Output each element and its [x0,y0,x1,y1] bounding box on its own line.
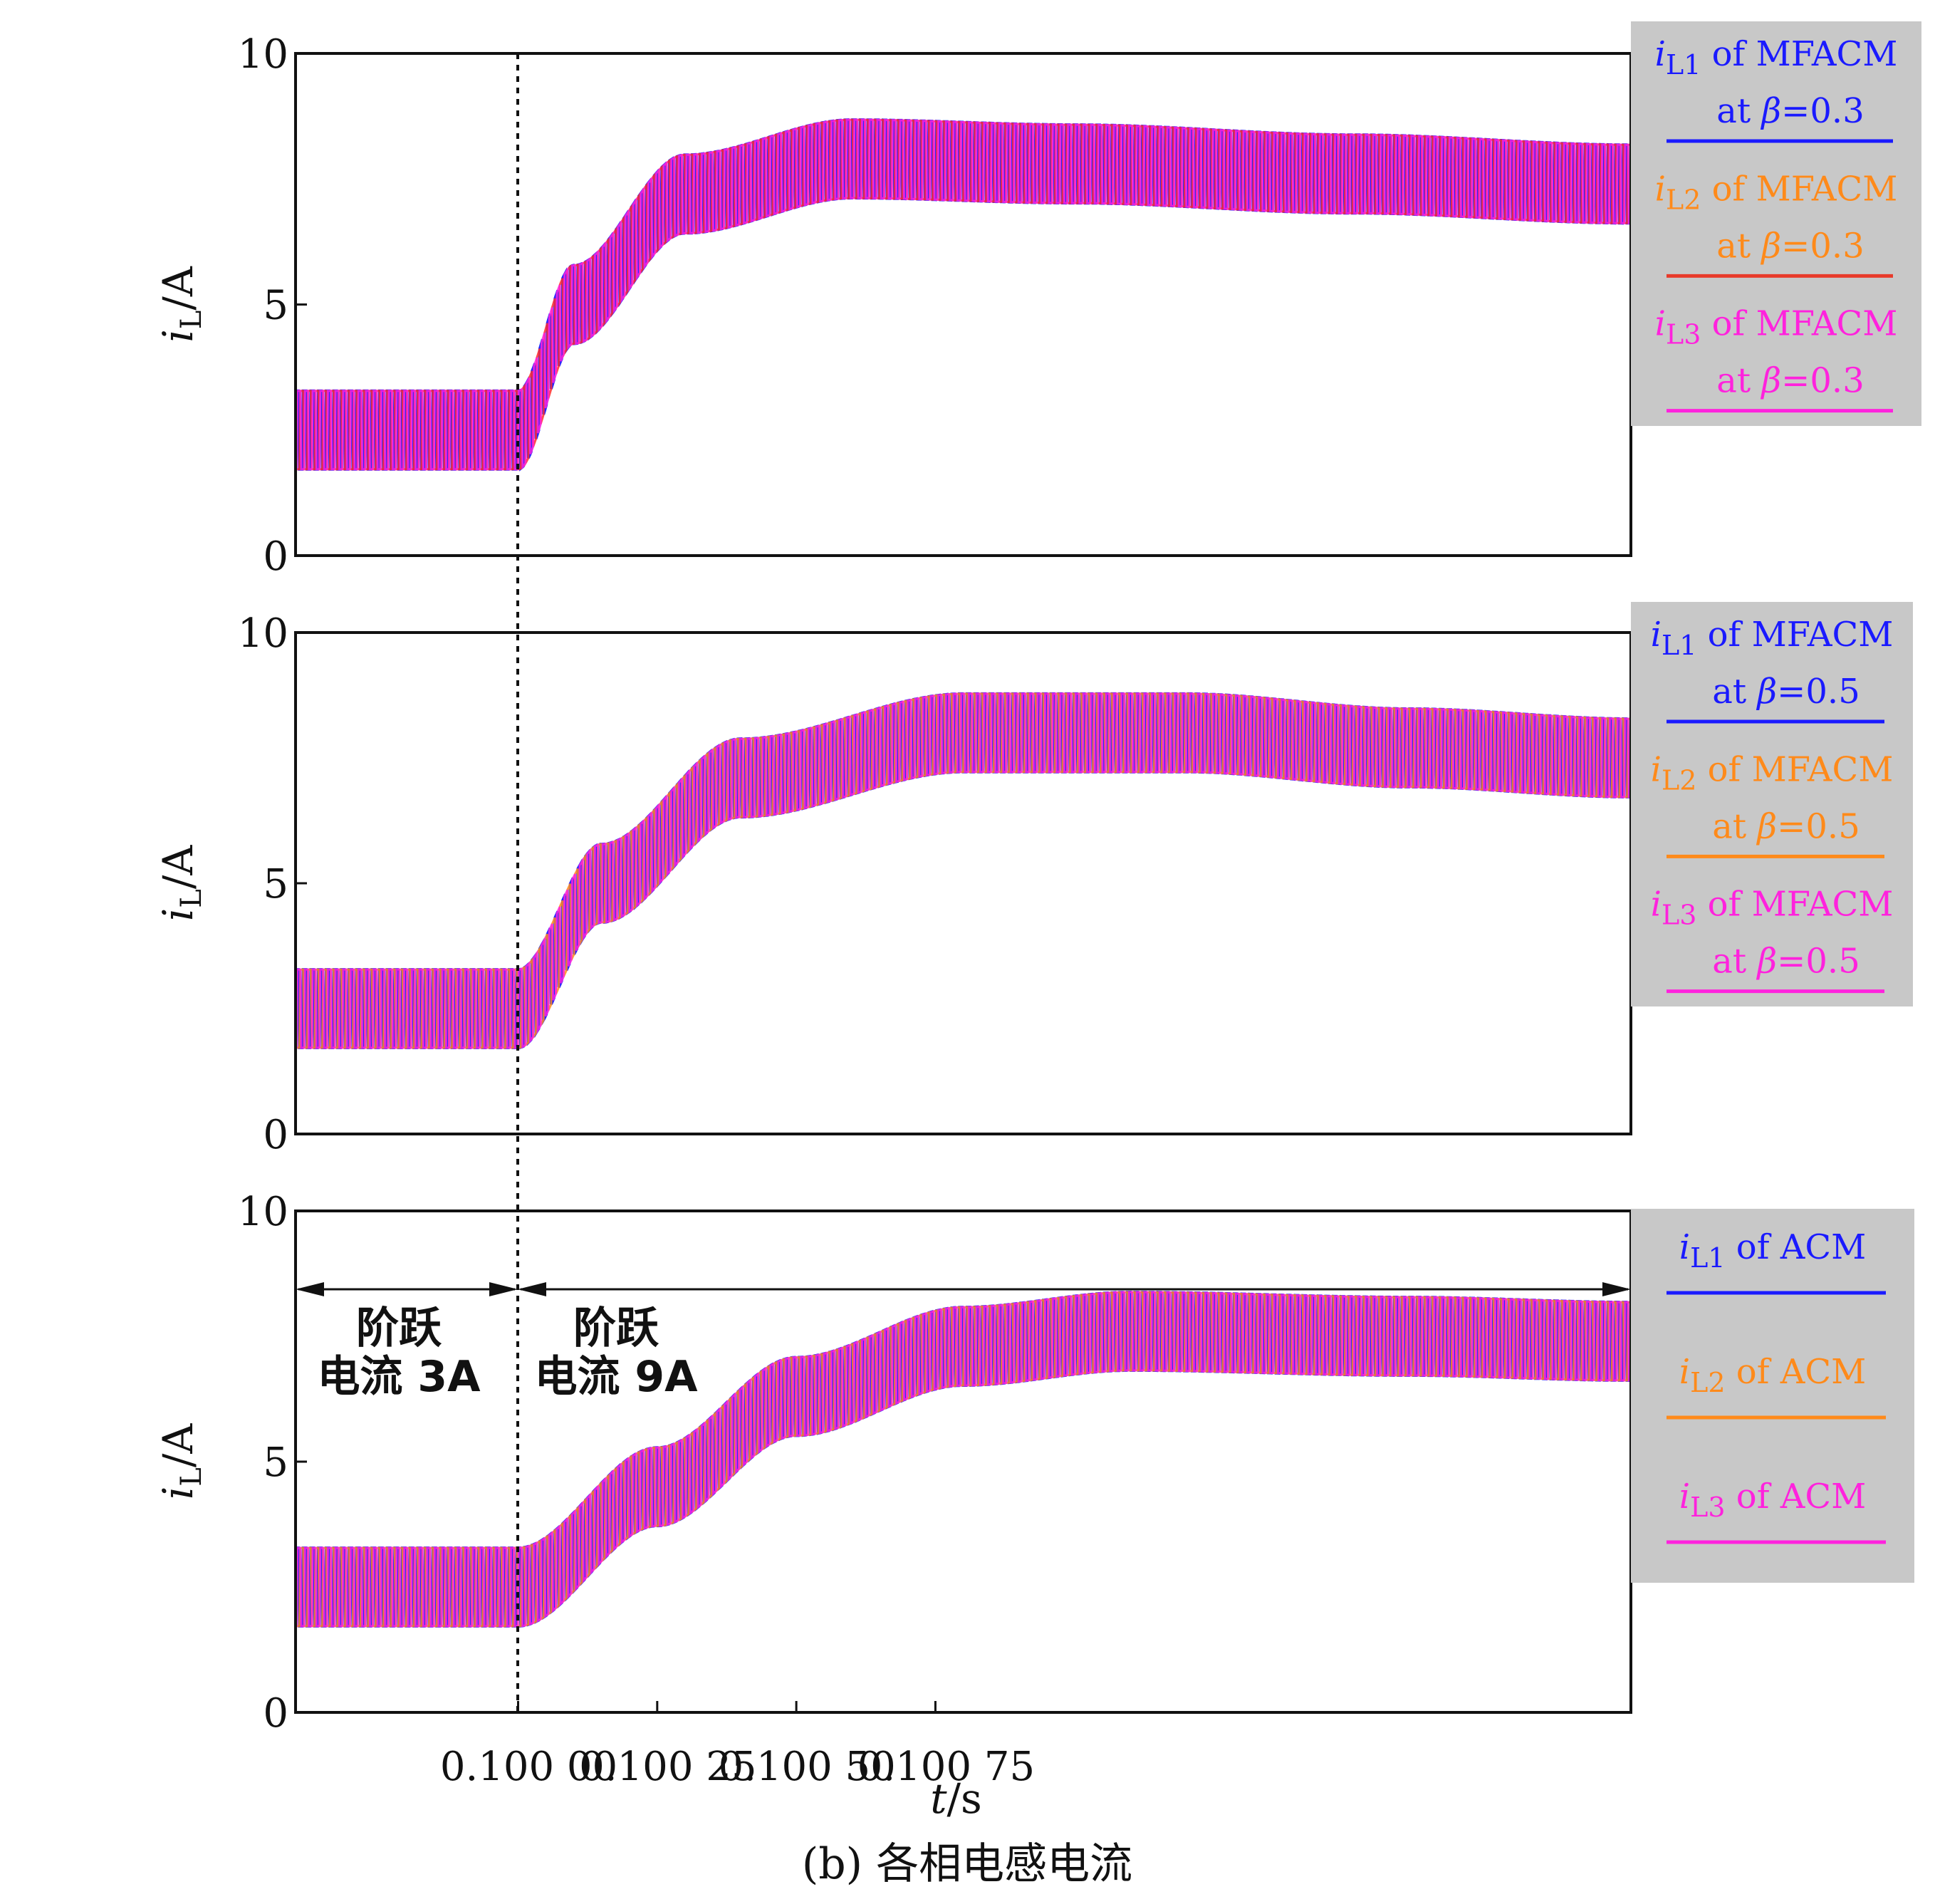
y-tick-label: 10 [238,610,288,657]
arrowhead-left [296,1282,324,1296]
legend-entry-label: iL1 of MFACM [1651,615,1894,661]
legend-entry-label: iL3 of ACM [1679,1477,1867,1523]
legend-entry-sublabel: at β=0.3 [1716,361,1864,401]
y-tick-label: 5 [263,1440,288,1486]
legend-entry-label: iL1 of MFACM [1655,34,1898,80]
legend-background [1631,1209,1914,1583]
x-axis-label: t/s [930,1774,982,1823]
chart-panel-1: 0 5 10 iL/A iL1 of MFACM at β=0.3 iL2 of MFACM… [154,21,1921,580]
y-tick-label: 5 [263,283,288,329]
y-tick-label: 10 [238,31,288,78]
y-axis-label: iL/A [154,266,208,343]
y-tick-label: 5 [263,861,288,907]
legend-entry-sublabel: at β=0.5 [1712,806,1860,846]
legend-entry-sublabel: at β=0.3 [1716,91,1864,131]
legend-box: iL1 of ACM iL2 of ACM iL3 of ACM [1631,1209,1914,1583]
legend-entry-sublabel: at β=0.5 [1712,672,1860,712]
y-tick-label: 10 [238,1189,288,1235]
step-annotation-line1: 阶跃 [356,1304,442,1353]
figure-caption: (b) 各相电感电流 [802,1839,1132,1889]
x-tick-label: 0.100 00 [440,1744,617,1790]
legend-box: iL1 of MFACM at β=0.3 iL2 of MFACM at β=0.3… [1631,21,1921,426]
step-annotation-line1: 阶跃 [573,1304,659,1353]
arrowhead-right [489,1282,518,1296]
y-tick-label: 0 [263,1690,288,1737]
step-annotation-line2: 电流 3A [317,1352,481,1402]
legend-entry-sublabel: at β=0.3 [1716,226,1864,266]
x-tick-label: 0.100 50 [718,1744,895,1790]
series-3-trace [296,692,1631,1049]
legend-entry-sublabel: at β=0.5 [1712,942,1860,982]
legend-box: iL1 of MFACM at β=0.5 iL2 of MFACM at β=0.5… [1631,602,1913,1006]
x-tick-label: 0.100 75 [857,1744,1035,1790]
legend-entry-label: iL2 of MFACM [1651,749,1894,796]
arrowhead-left [518,1282,546,1296]
y-tick-label: 0 [263,534,288,580]
legend-entry-label: iL3 of MFACM [1655,304,1898,350]
arrowhead-right [1602,1282,1631,1296]
legend-entry-label: iL3 of MFACM [1651,885,1894,931]
legend-entry-label: iL2 of MFACM [1655,169,1898,215]
y-tick-label: 0 [263,1112,288,1158]
chart-panel-2: 0 5 10 iL/A iL1 of MFACM at β=0.5 iL2 of MFACM… [154,602,1913,1158]
legend-entry-label: iL1 of ACM [1679,1227,1867,1274]
y-axis-label: iL/A [154,1423,208,1500]
legend-background [1631,602,1913,1006]
series-3-trace [296,1291,1631,1628]
legend-entry-label: iL2 of ACM [1679,1352,1867,1398]
y-axis-label: iL/A [154,845,208,922]
chart-panel-3: 0 5 10 iL/A 0.100 000.100 250.100 500.100 75… [154,1189,1914,1823]
x-tick-label: 0.100 25 [579,1744,756,1790]
legend-background [1631,21,1921,426]
step-annotation-line2: 电流 9A [534,1352,698,1402]
